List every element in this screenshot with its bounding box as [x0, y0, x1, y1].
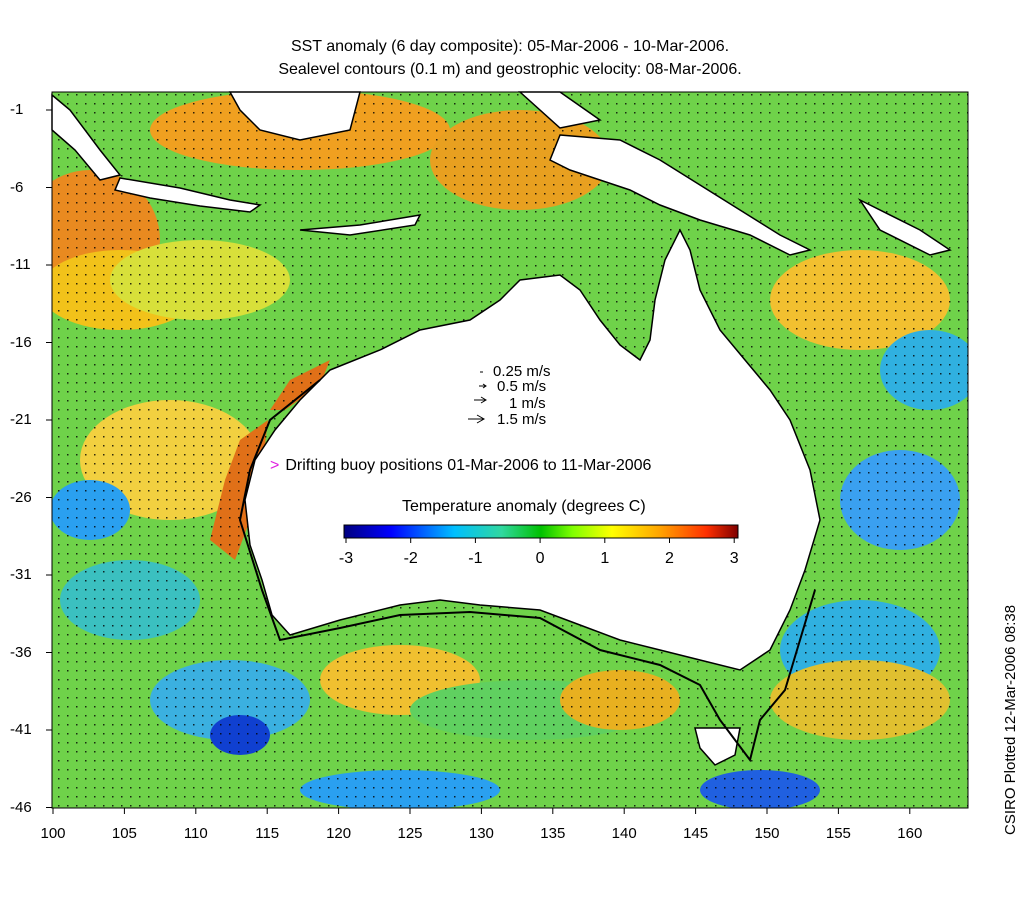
colorbar-tick-label: -2 — [403, 550, 418, 567]
velocity-legend-label: 0.5 m/s — [497, 378, 547, 395]
colorbar-tick-label: -1 — [468, 550, 483, 567]
x-tick-label: 140 — [611, 825, 637, 842]
x-tick-label: 125 — [397, 825, 423, 842]
colorbar-title: Temperature anomaly (degrees C) — [402, 498, 646, 515]
y-tick-label: -41 — [10, 721, 32, 738]
title-line-1: SST anomaly (6 day composite): 05-Mar-20… — [290, 38, 730, 55]
colorbar-tick-marks — [345, 538, 735, 543]
velocity-legend-label: 1 m/s — [509, 395, 546, 412]
x-tick-label: 100 — [40, 825, 66, 842]
x-tick-label: 135 — [540, 825, 566, 842]
colorbar — [343, 524, 739, 539]
x-tick-label: 155 — [825, 825, 851, 842]
y-tick-label: -11 — [10, 256, 31, 273]
x-tick-label: 160 — [897, 825, 923, 842]
land — [51, 91, 952, 766]
y-tick-marks — [46, 109, 52, 808]
y-tick-label: -21 — [10, 411, 32, 428]
x-tick-label: 150 — [754, 825, 780, 842]
x-tick-label: 130 — [468, 825, 494, 842]
plot-frame — [51, 91, 969, 809]
y-tick-label: -16 — [10, 333, 32, 351]
x-tick-marks — [52, 808, 911, 814]
x-tick-label: 115 — [255, 825, 280, 842]
y-tick-label: -36 — [10, 643, 32, 661]
x-tick-label: 105 — [111, 825, 137, 842]
colorbar-tick-label: 3 — [729, 550, 739, 567]
colorbar-tick-label: 0 — [535, 550, 545, 567]
x-tick-label: 110 — [183, 825, 208, 842]
y-tick-label: -26 — [10, 488, 32, 506]
y-tick-label: -31 — [10, 566, 32, 583]
velocity-legend-label: 0.25 m/s — [493, 363, 551, 380]
buoy-legend-label: Drifting buoy positions 01-Mar-2006 to 1… — [285, 457, 652, 474]
x-tick-label: 145 — [683, 825, 709, 842]
sealevel-contour — [238, 379, 816, 763]
y-tick-label: -1 — [10, 101, 24, 118]
velocity-legend-arrows — [468, 371, 487, 424]
colorbar-tick-label: 2 — [665, 550, 674, 567]
title-line-2: Sealevel contours (0.1 m) and geostrophi… — [278, 61, 742, 78]
y-tick-label: -6 — [10, 178, 24, 196]
buoy-marker-icon: > — [270, 457, 280, 474]
velocity-legend-label: 1.5 m/s — [497, 411, 547, 428]
y-tick-label: -46 — [10, 798, 32, 816]
plot-timestamp: CSIRO Plotted 12-Mar-2006 08:38 — [1002, 604, 1019, 835]
colorbar-tick-label: -3 — [338, 550, 354, 567]
x-tick-label: 120 — [326, 825, 352, 842]
colorbar-tick-label: 1 — [600, 550, 610, 567]
buoy-legend: > Drifting buoy positions 01-Mar-2006 to … — [270, 457, 651, 475]
